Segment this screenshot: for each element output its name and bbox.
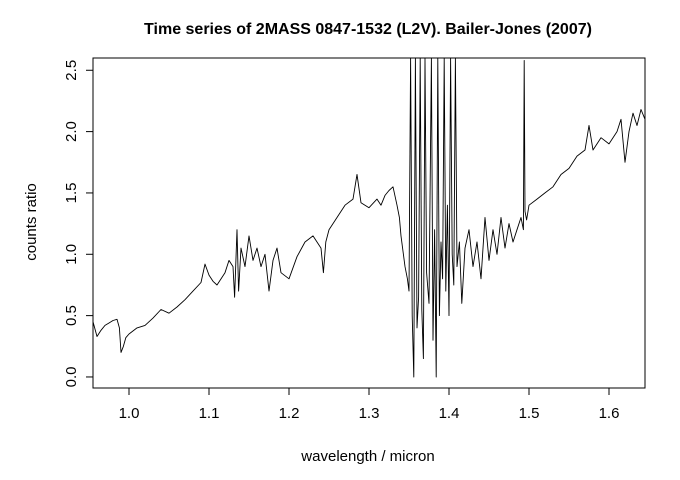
x-axis: 1.0 1.1 1.2 1.3 1.4 1.5 1.6 (119, 388, 620, 422)
y-tick-label: 1.5 (63, 183, 80, 204)
x-axis-label: wavelength / micron (300, 448, 434, 465)
y-tick-label: 0.0 (63, 367, 80, 388)
x-tick-label: 1.0 (119, 405, 140, 422)
y-axis: 0.0 0.5 1.0 1.5 2.0 2.5 (63, 60, 93, 388)
y-tick-label: 2.5 (63, 60, 80, 81)
x-tick-label: 1.2 (279, 405, 300, 422)
series-layer (92, 57, 646, 378)
series-line (92, 57, 646, 378)
plot-frame (92, 57, 646, 389)
x-tick-label: 1.1 (199, 405, 220, 422)
y-tick-label: 0.5 (63, 305, 80, 326)
x-tick-label: 1.3 (359, 405, 380, 422)
chart-title: Time series of 2MASS 0847-1532 (L2V). Ba… (144, 21, 592, 38)
y-axis-label: counts ratio (23, 183, 40, 261)
x-tick-label: 1.4 (439, 405, 460, 422)
y-tick-label: 1.0 (63, 244, 80, 265)
x-tick-label: 1.5 (519, 405, 540, 422)
x-tick-label: 1.6 (599, 405, 620, 422)
y-tick-label: 2.0 (63, 121, 80, 142)
